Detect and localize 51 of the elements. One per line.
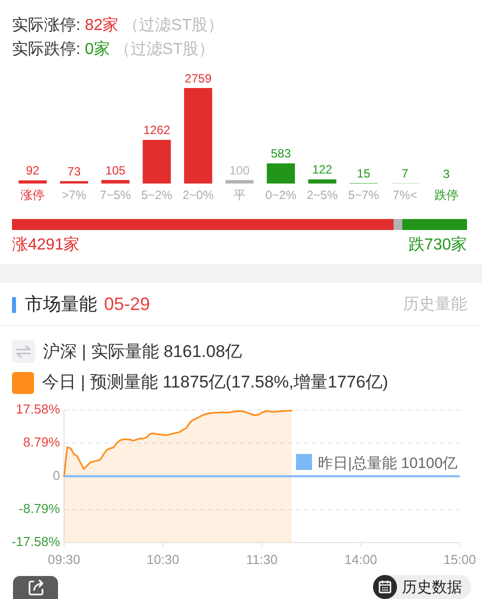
x-tick-label: 0~2% (265, 188, 297, 202)
legend-label: 今日 | 预测量能 11875亿(17.58%,增量1776亿) (42, 372, 388, 392)
data-label: 7 (402, 166, 409, 181)
text: 沪深 | 实际量能 8161.08亿 (43, 340, 242, 362)
chart-title: 市场量能 (25, 293, 97, 316)
y-tick-label: -8.79% (18, 500, 60, 516)
y-tick-label: 0 (52, 468, 60, 483)
data-label: 73 (67, 164, 82, 178)
data-label: 105 (105, 163, 126, 178)
data-label: 1262 (143, 123, 170, 138)
x-tick-label: 15:00 (443, 552, 476, 567)
chart-title: 实际涨停: 82家 （过滤ST股） (12, 17, 224, 34)
x-tick-label: 涨停 (20, 188, 45, 202)
chart-subtitle: 05-29 (104, 294, 150, 314)
text: 跌730家 (408, 235, 467, 254)
y-tick-label: 8.79% (23, 434, 60, 450)
x-tick-label: 7%< (392, 188, 418, 202)
x-tick-label: >7% (62, 188, 87, 202)
data-label: 15 (356, 166, 371, 180)
text: 历史量能 (403, 294, 467, 315)
bar (101, 180, 130, 184)
x-tick-label: 10:30 (146, 552, 180, 567)
bar (266, 163, 295, 184)
bar (308, 179, 336, 184)
x-tick-label: 2~0% (182, 188, 214, 202)
data-label: 2759 (184, 71, 212, 86)
bar (18, 180, 47, 184)
data-label: 100 (229, 163, 250, 178)
bar (142, 140, 171, 184)
ref-line-label: 昨日|总量能 10100亿 (318, 454, 458, 472)
bar (60, 181, 88, 184)
data-label: 122 (312, 162, 333, 177)
y-tick-label: -17.58% (12, 534, 60, 549)
text: 历史数据 (402, 578, 462, 596)
x-tick-label: 7~5% (100, 188, 132, 202)
x-tick-label: 11:30 (246, 552, 278, 567)
x-tick-label: 5~7% (348, 188, 380, 202)
x-tick-label: 14:00 (344, 552, 378, 567)
x-tick-label: 2~5% (306, 188, 338, 202)
chart-subtitle: 实际跌停: 0家 （过滤ST股） (12, 41, 215, 58)
x-tick-label: 平 (234, 188, 246, 202)
bar (184, 88, 212, 184)
x-tick-label: 09:30 (48, 552, 80, 567)
y-tick-label: 17.58% (16, 402, 60, 417)
x-tick-label: 跌停 (434, 188, 458, 202)
data-label: 92 (26, 164, 40, 178)
x-tick-label: 5~2% (141, 188, 173, 202)
data-label: 583 (270, 146, 292, 161)
data-label: 3 (442, 166, 450, 181)
bar (225, 180, 254, 184)
text: 涨4291家 (12, 235, 80, 254)
